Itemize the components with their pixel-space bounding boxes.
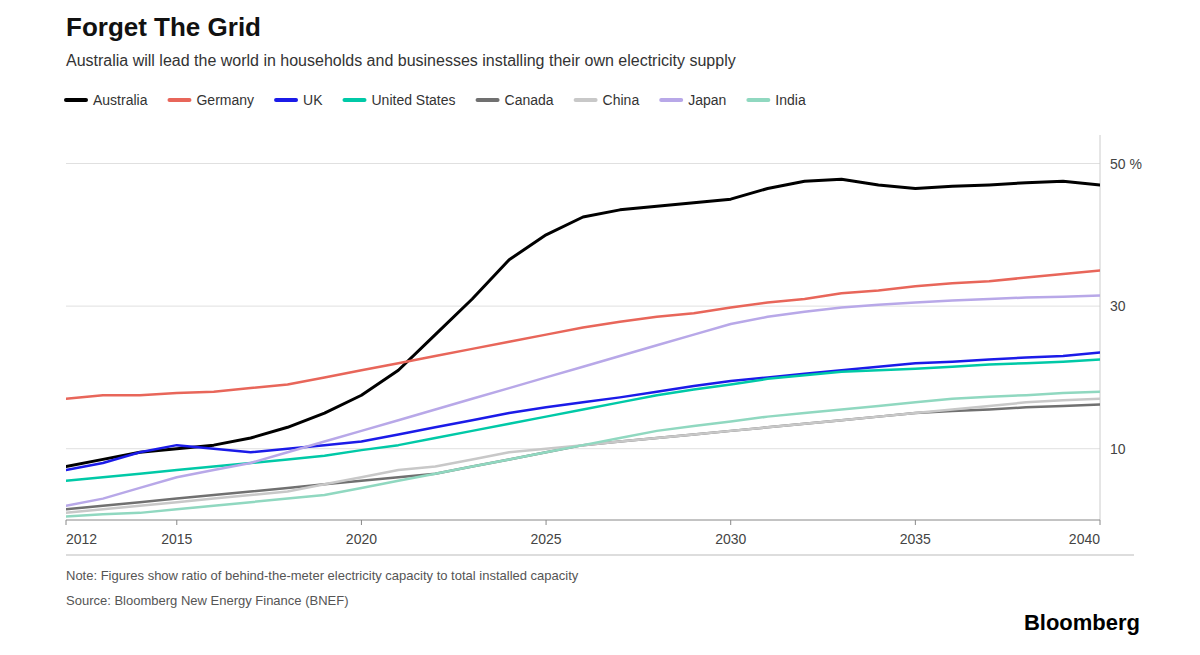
title: Forget The Grid xyxy=(66,12,261,42)
x-tick-label: 2020 xyxy=(346,531,377,547)
legend-swatch xyxy=(576,98,596,102)
subtitle: Australia will lead the world in househo… xyxy=(66,52,736,69)
y-tick-label: 10 xyxy=(1110,441,1126,457)
x-tick xyxy=(66,520,67,525)
series-line xyxy=(66,179,1100,466)
legend-swatch xyxy=(661,98,681,102)
legend-swatch xyxy=(478,98,498,102)
legend-label: Canada xyxy=(505,92,554,108)
x-tick xyxy=(176,520,177,525)
y-tick-label: 50 % xyxy=(1110,156,1142,172)
note: Note: Figures show ratio of behind-the-m… xyxy=(66,568,579,583)
y-tick-label: 30 xyxy=(1110,298,1126,314)
x-tick-label: 2040 xyxy=(1069,531,1100,547)
legend-label: Germany xyxy=(196,92,254,108)
x-tick xyxy=(915,520,916,525)
legend-label: Japan xyxy=(688,92,726,108)
series-line xyxy=(66,360,1100,481)
legend: Australia Germany UK United States Canada Chi… xyxy=(66,92,806,108)
x-tick-label: 2030 xyxy=(715,531,746,547)
x-tick-label: 2015 xyxy=(161,531,192,547)
legend-label: China xyxy=(603,92,640,108)
legend-label: United States xyxy=(372,92,456,108)
series-line xyxy=(66,405,1100,510)
series-line xyxy=(66,270,1100,398)
lines xyxy=(66,179,1100,516)
source: Source: Bloomberg New Energy Finance (BN… xyxy=(66,593,349,608)
grid-line xyxy=(66,306,1100,307)
legend-label: Australia xyxy=(93,92,148,108)
x-tick-label: 2025 xyxy=(530,531,561,547)
legend-swatch xyxy=(345,98,365,102)
x-axis-line xyxy=(66,520,1100,521)
legend-swatch xyxy=(276,98,296,102)
legend-swatch xyxy=(66,98,86,102)
series-line xyxy=(66,399,1100,513)
legend-label: India xyxy=(775,92,806,108)
x-tick xyxy=(546,520,547,525)
x-tick-label: 2012 xyxy=(66,531,97,547)
grid xyxy=(66,164,1100,449)
footer-rule xyxy=(66,555,1134,556)
x-tick xyxy=(730,520,731,525)
legend-swatch xyxy=(169,98,189,102)
logo: Bloomberg xyxy=(1024,610,1140,635)
legend-swatch xyxy=(748,98,768,102)
y-axis-line xyxy=(1100,135,1101,520)
chart: Forget The Grid Australia will lead the w… xyxy=(0,0,1200,655)
series-line xyxy=(66,392,1100,517)
x-tick xyxy=(361,520,362,525)
grid-line xyxy=(66,163,1100,164)
legend-label: UK xyxy=(303,92,323,108)
x-tick xyxy=(1100,520,1101,525)
x-tick-label: 2035 xyxy=(900,531,931,547)
